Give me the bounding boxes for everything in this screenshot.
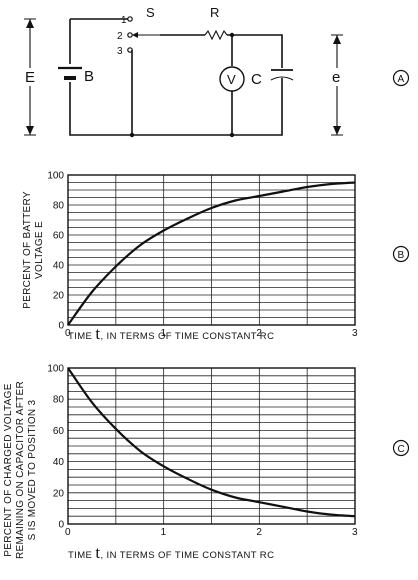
discharge-chart-x-tick-label: 0	[65, 527, 71, 538]
charge-chart-y-tick-label: 60	[53, 231, 65, 242]
discharge-chart-x-tick-label: 1	[161, 527, 167, 538]
charge-chart-y-tick-label: 100	[47, 171, 64, 182]
resistor-symbol	[204, 29, 228, 41]
charge-ylabel-line-1: PERCENT OF BATTERY	[22, 191, 33, 309]
charge-chart-y-tick-label: 80	[53, 201, 65, 212]
capacitor-voltage-label: e	[332, 69, 340, 86]
charge-chart-y-tick-label: 40	[53, 261, 65, 272]
discharge-chart-y-tick-label: 100	[47, 364, 64, 375]
discharge-chart-y-tick-label: 20	[53, 488, 65, 499]
discharge-xlabel-symbol: t	[95, 543, 100, 562]
discharge-chart-y-tick-label: 80	[53, 395, 65, 406]
discharge-chart: 0 20 40 60 80 100 0 1 2 3 PERCENT OF CHARGED VOL…	[3, 364, 410, 562]
charge-xlabel-symbol: t	[95, 324, 100, 343]
switch-position-2: 2	[117, 31, 123, 42]
charge-xlabel-prefix: TIME	[68, 331, 92, 342]
discharge-chart-ylabel: PERCENT OF CHARGED VOLTAGE REMAINING ON …	[3, 381, 38, 559]
charge-chart-grid	[67, 174, 356, 326]
switch-position-1: 1	[121, 15, 127, 26]
switch-position-3: 3	[117, 46, 123, 57]
discharge-chart-y-ticks: 0 20 40 60 80 100	[47, 364, 64, 531]
panel-a-label: A	[398, 74, 405, 85]
source-voltage-label: E	[25, 69, 35, 86]
discharge-curve	[67, 367, 356, 518]
charge-chart-ylabel: PERCENT OF BATTERY VOLTAGE E	[22, 191, 45, 309]
panel-a-badge	[392, 69, 410, 87]
panel-c-label: C	[398, 444, 405, 455]
charge-chart-y-tick-label: 0	[58, 321, 64, 332]
charge-chart-x-ticks: 0 1 2 3	[65, 328, 358, 339]
capacitor-label: C	[251, 71, 262, 88]
charge-chart-frame	[67, 174, 356, 326]
wire-bottom	[69, 82, 232, 136]
discharge-chart-frame	[67, 367, 356, 525]
circuit-diagram: B 1 2 3 S R V C	[24, 5, 410, 138]
charge-curve	[67, 181, 356, 326]
charge-chart-xlabel: TIME t, IN TERMS OF TIME CONSTANT RC	[68, 324, 274, 343]
panel-b-badge	[392, 245, 410, 263]
charge-chart-x-tick-label: 2	[256, 328, 262, 339]
charge-chart: 0 20 40 60 80 100 0 1 2 3 PERCENT OF BATTERY VOL…	[22, 171, 410, 343]
charge-chart-x-tick-label: 1	[161, 328, 167, 339]
discharge-chart-grid	[67, 367, 356, 525]
charge-ylabel-line-2: VOLTAGE E	[34, 221, 45, 279]
charge-chart-y-tick-label: 20	[53, 291, 65, 302]
discharge-xlabel-prefix: TIME	[68, 550, 92, 561]
resistor-label: R	[210, 5, 219, 20]
charge-chart-x-tick-label: 0	[65, 328, 71, 339]
switch-label: S	[146, 5, 155, 20]
panel-c-badge	[392, 439, 410, 457]
switch-arrow-icon	[132, 32, 138, 38]
wire-top-right	[227, 34, 283, 68]
discharge-ylabel-line-3: S IS MOVED TO POSITION 3	[27, 399, 38, 540]
discharge-chart-x-tick-label: 2	[256, 527, 262, 538]
discharge-ylabel-line-2: REMAINING ON CAPACITOR AFTER	[15, 381, 26, 559]
capacitor-plate-bottom	[270, 76, 294, 81]
switch-contact-1	[127, 16, 133, 22]
discharge-chart-y-tick-label: 0	[58, 520, 64, 531]
wire-capacitor-bottom	[232, 78, 283, 136]
discharge-ylabel-line-1: PERCENT OF CHARGED VOLTAGE	[3, 383, 14, 556]
discharge-xlabel-suffix: , IN TERMS OF TIME CONSTANT RC	[100, 550, 274, 561]
battery-label: B	[84, 68, 94, 85]
voltmeter-label: V	[227, 72, 236, 87]
discharge-chart-xlabel: TIME t, IN TERMS OF TIME CONSTANT RC	[68, 543, 274, 562]
discharge-chart-x-ticks: 0 1 2 3	[65, 527, 358, 538]
switch-contact-2	[127, 32, 133, 38]
charge-chart-x-tick-label: 3	[352, 328, 358, 339]
panel-b-label: B	[398, 250, 405, 261]
discharge-chart-y-tick-label: 40	[53, 457, 65, 468]
charge-xlabel-suffix: , IN TERMS OF TIME CONSTANT RC	[100, 331, 274, 342]
discharge-chart-x-tick-label: 3	[352, 527, 358, 538]
discharge-chart-y-tick-label: 60	[53, 426, 65, 437]
charge-chart-y-ticks: 0 20 40 60 80 100	[47, 171, 64, 332]
